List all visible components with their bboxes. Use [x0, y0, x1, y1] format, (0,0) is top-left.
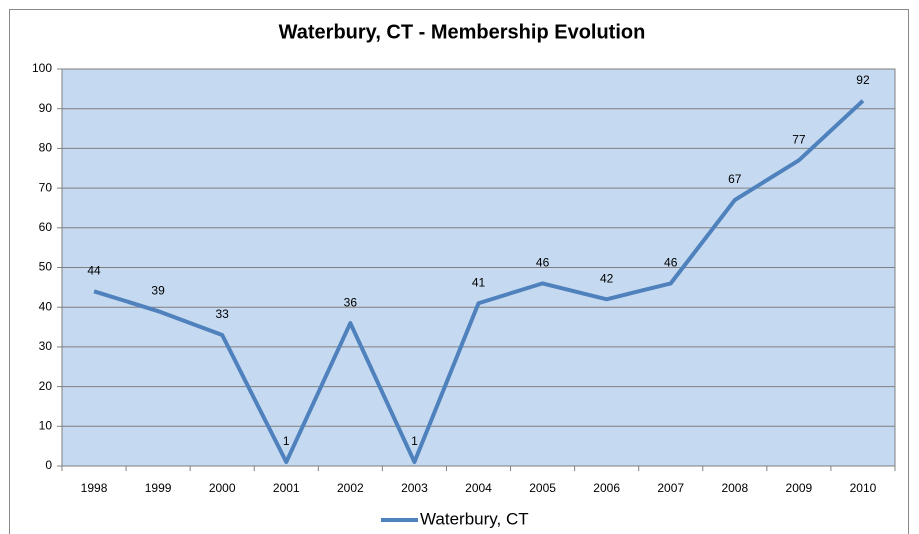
data-label: 67 [728, 172, 742, 186]
series-line [93, 99, 865, 465]
y-tick-label: 50 [39, 260, 53, 274]
data-label: 77 [792, 132, 806, 146]
x-tick-label: 1999 [145, 481, 172, 495]
y-tick-label: 80 [39, 141, 53, 155]
data-label: 42 [600, 271, 614, 285]
data-label: 92 [856, 73, 870, 87]
y-tick-label: 20 [39, 379, 53, 393]
x-tick-label: 2001 [273, 481, 300, 495]
x-tick-label: 2006 [593, 481, 620, 495]
y-tick-label: 30 [39, 339, 53, 353]
x-tick-label: 2009 [786, 481, 813, 495]
x-tick-label: 2005 [529, 481, 556, 495]
data-label: 46 [536, 256, 550, 270]
data-label: 44 [87, 263, 101, 277]
x-tick-label: 2007 [657, 481, 684, 495]
y-tick-label: 60 [39, 220, 53, 234]
y-tick-label: 100 [32, 61, 52, 75]
data-label: 36 [344, 295, 358, 309]
y-tick-label: 0 [45, 458, 52, 472]
x-tick-label: 2010 [850, 481, 877, 495]
data-label: 1 [411, 434, 418, 448]
legend-label: Waterbury, CT [420, 509, 529, 528]
x-tick-label: 2002 [337, 481, 364, 495]
chart-title: Waterbury, CT - Membership Evolution [279, 21, 646, 43]
data-label: 1 [283, 434, 290, 448]
data-label: 46 [664, 256, 678, 270]
x-tick-label: 2008 [721, 481, 748, 495]
x-tick-label: 1998 [81, 481, 108, 495]
data-label: 33 [216, 307, 230, 321]
y-tick-label: 90 [39, 101, 53, 115]
data-label: 39 [151, 283, 165, 297]
x-tick-label: 2003 [401, 481, 428, 495]
x-tick-label: 2004 [465, 481, 492, 495]
data-label: 41 [472, 275, 486, 289]
y-tick-label: 10 [39, 418, 53, 432]
y-tick-label: 70 [39, 180, 53, 194]
x-tick-label: 2000 [209, 481, 236, 495]
y-tick-label: 40 [39, 299, 53, 313]
